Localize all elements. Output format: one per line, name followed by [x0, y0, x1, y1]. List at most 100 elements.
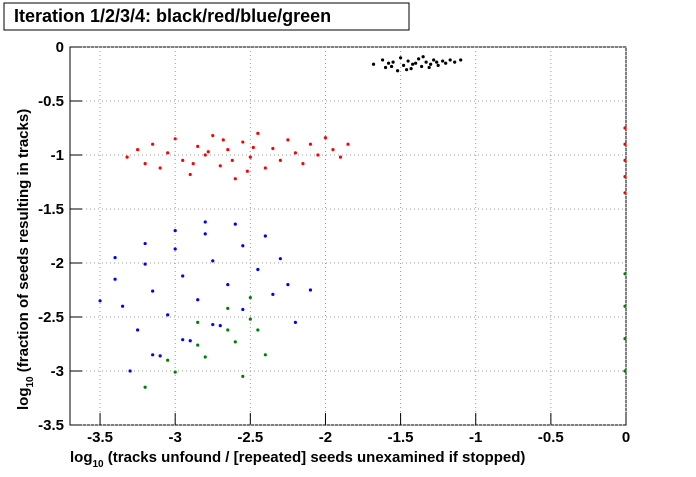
y-label-text: (fraction of seeds resulting in tracks)	[15, 109, 32, 377]
scatter-point	[278, 257, 282, 261]
scatter-point	[241, 244, 245, 248]
scatter-point	[380, 58, 385, 62]
scatter-point	[293, 320, 298, 324]
scatter-point	[173, 247, 177, 251]
scatter-point	[120, 304, 125, 308]
x-tick-label: -2.5	[237, 429, 263, 446]
scatter-point	[218, 324, 222, 328]
scatter-point	[136, 148, 140, 152]
scatter-point	[448, 58, 452, 62]
scatter-point	[338, 155, 343, 159]
scatter-point	[181, 158, 185, 162]
scatter-point	[181, 274, 185, 278]
scatter-point	[323, 136, 328, 140]
y-tick-label: -2	[51, 255, 64, 272]
scatter-point	[211, 133, 215, 138]
x-tick-label: -1	[469, 429, 482, 446]
x-tick-label: -0.5	[538, 429, 564, 446]
y-label-sub: 10	[25, 376, 36, 388]
scatter-point	[623, 158, 627, 162]
scatter-point	[389, 64, 394, 69]
scatter-point	[623, 142, 627, 146]
scatter-point	[623, 126, 627, 130]
scatter-point	[206, 150, 210, 154]
scatter-point	[203, 232, 207, 236]
scatter-point	[444, 61, 448, 65]
scatter-point	[125, 155, 129, 159]
scatter-point	[248, 295, 252, 300]
scatter-point	[427, 65, 431, 70]
scatter-point	[166, 358, 170, 362]
scatter-point	[420, 64, 424, 69]
scatter-point	[98, 299, 102, 303]
scatter-point	[406, 59, 410, 63]
scatter-point	[293, 151, 298, 155]
scatter-point	[391, 60, 395, 64]
scatter-point	[441, 59, 445, 63]
scatter-point	[263, 353, 267, 357]
scatter-point	[386, 61, 391, 65]
scatter-point	[316, 153, 320, 157]
scatter-point	[421, 55, 425, 59]
scatter-point	[221, 138, 225, 142]
scatter-point	[203, 355, 207, 359]
y-tick-label: -2.5	[38, 309, 64, 326]
scatter-point	[203, 153, 207, 157]
scatter-point	[308, 142, 313, 146]
scatter-point	[331, 148, 335, 152]
scatter-point	[402, 63, 406, 67]
title-box	[3, 2, 410, 31]
scatter-point	[271, 292, 275, 296]
scatter-point	[271, 146, 275, 151]
y-tick-label: 0	[56, 39, 64, 56]
scatter-point	[230, 158, 234, 162]
x-label-text: (tracks unfound / [repeated] seeds unexa…	[104, 449, 526, 466]
scatter-point	[203, 220, 207, 224]
scatter-point	[301, 162, 305, 166]
scatter-point	[188, 339, 192, 343]
scatter-point	[166, 313, 170, 317]
y-axis-label: log10 (fraction of seeds resulting in tr…	[15, 109, 36, 410]
x-label-base: log	[70, 449, 93, 466]
x-tick-label: -3.5	[87, 429, 113, 446]
scatter-point	[241, 140, 245, 144]
scatter-point	[166, 151, 170, 155]
scatter-point	[151, 289, 155, 293]
scatter-point	[158, 354, 162, 358]
scatter-point	[417, 57, 421, 61]
scatter-point	[256, 267, 260, 272]
y-tick-label: -3.5	[38, 417, 64, 434]
scatter-point	[435, 60, 439, 64]
scatter-point	[173, 229, 177, 233]
scatter-point	[211, 259, 215, 263]
scatter-point	[241, 307, 245, 312]
scatter-point	[196, 320, 200, 324]
scatter-point	[623, 369, 627, 373]
scatter-point	[248, 155, 252, 159]
scatter-point	[251, 145, 255, 150]
scatter-point	[436, 63, 440, 67]
scatter-point	[383, 65, 388, 70]
x-tick-label: -1.5	[388, 429, 414, 446]
scatter-point	[173, 137, 177, 141]
x-tick-label: -3	[169, 429, 182, 446]
scatter-point	[623, 175, 627, 179]
scatter-point	[432, 58, 436, 62]
scatter-point	[278, 158, 282, 162]
scatter-point	[263, 234, 267, 238]
scatter-point	[623, 191, 627, 195]
x-tick-label: 0	[622, 429, 630, 446]
y-tick-label: -0.5	[38, 93, 64, 110]
scatter-point	[256, 131, 260, 135]
scatter-point	[256, 328, 260, 332]
scatter-point	[181, 338, 185, 342]
scatter-point	[113, 256, 117, 260]
chart-title: Iteration 1/2/3/4: black/red/blue/green	[14, 6, 331, 26]
scatter-point	[136, 328, 140, 332]
scatter-point	[113, 277, 117, 281]
scatter-point	[248, 317, 252, 321]
scatter-point	[245, 169, 249, 173]
scatter-point	[405, 68, 409, 72]
scatter-point	[346, 142, 350, 146]
